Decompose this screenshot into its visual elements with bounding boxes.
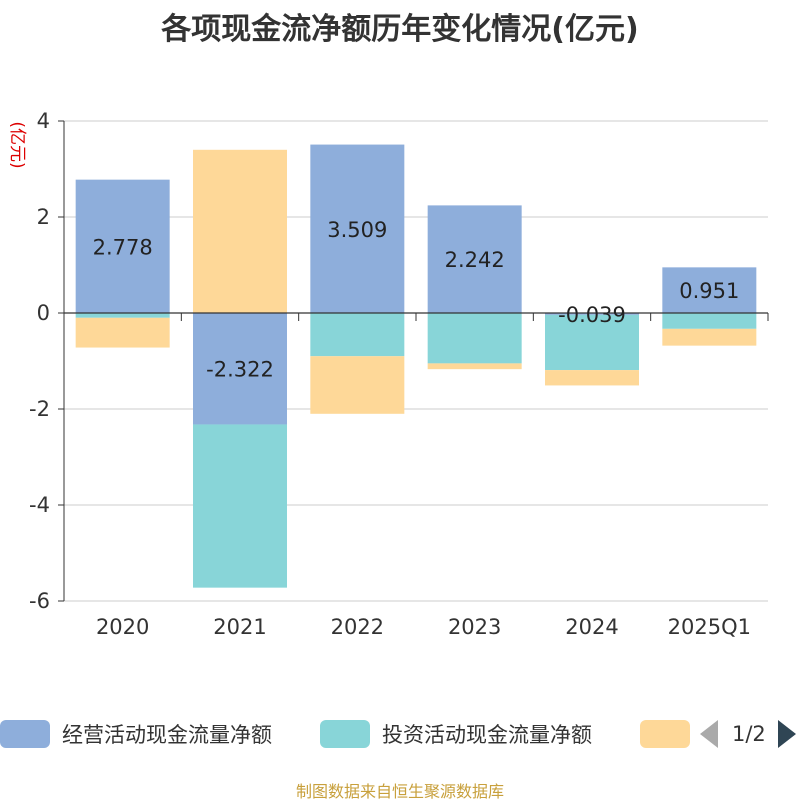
data-label: 0.951 <box>679 279 739 303</box>
x-tick-label: 2023 <box>448 615 501 639</box>
pager-prev-icon[interactable] <box>700 720 718 748</box>
bar-s2-2022 <box>310 313 405 357</box>
bar-s3-2023 <box>427 363 522 370</box>
bar-s3-2021 <box>193 149 287 313</box>
bar-s1-2025Q1 <box>662 267 757 313</box>
y-axis-label: (亿元) <box>7 121 27 168</box>
bar-s1-2021 <box>193 313 287 425</box>
bar-s3-2024 <box>545 370 639 386</box>
y-tick-label: -6 <box>29 589 50 613</box>
legend-label-operating: 经营活动现金流量净额 <box>62 723 272 747</box>
legend-swatch-operating <box>0 720 50 748</box>
legend-swatch-investing <box>320 720 370 748</box>
data-label: -2.322 <box>206 358 274 382</box>
source-note: 制图数据来自恒生聚源数据库 <box>295 782 504 801</box>
bar-s2-2021 <box>193 424 287 588</box>
x-tick-label: 2024 <box>565 615 618 639</box>
bar-s3-2022 <box>310 356 405 414</box>
bar-s2-2025Q1 <box>662 313 757 329</box>
y-tick-label: -4 <box>29 493 50 517</box>
bar-s2-2023 <box>427 313 522 364</box>
legend-swatch-third <box>640 720 690 748</box>
legend-item-investing[interactable]: 投资活动现金流量净额 <box>320 718 592 750</box>
x-tick-label: 2020 <box>96 615 149 639</box>
y-tick-label: -2 <box>29 397 50 421</box>
x-tick-label: 2025Q1 <box>668 615 751 639</box>
y-tick-label: 2 <box>37 205 50 229</box>
legend-pager: 1/2 <box>700 718 796 750</box>
data-label: 2.778 <box>93 235 153 259</box>
x-tick-label: 2021 <box>213 615 266 639</box>
y-tick-label: 4 <box>37 109 50 133</box>
bar-s1-2022 <box>310 144 405 313</box>
x-tick-label: 2022 <box>331 615 384 639</box>
data-label: 2.242 <box>445 248 505 272</box>
bar-s2-2020 <box>75 313 170 318</box>
bar-s1-2023 <box>427 205 522 313</box>
bar-s3-2025Q1 <box>662 328 757 346</box>
legend-item-operating[interactable]: 经营活动现金流量净额 <box>0 718 272 750</box>
legend-item-third[interactable] <box>640 718 690 750</box>
pager-next-icon[interactable] <box>777 720 796 748</box>
bar-s3-2020 <box>75 317 170 348</box>
chart-title: 各项现金流净额历年变化情况(亿元) <box>161 12 639 47</box>
y-tick-label: 0 <box>37 301 50 325</box>
legend-label-investing: 投资活动现金流量净额 <box>382 723 592 747</box>
bar-s1-2024 <box>545 313 639 315</box>
data-label: -0.039 <box>558 303 626 327</box>
bar-s2-2024 <box>545 314 639 371</box>
bar-s1-2020 <box>75 179 170 313</box>
pager-page-text: 1/2 <box>732 722 766 746</box>
data-label: 3.509 <box>327 218 387 242</box>
